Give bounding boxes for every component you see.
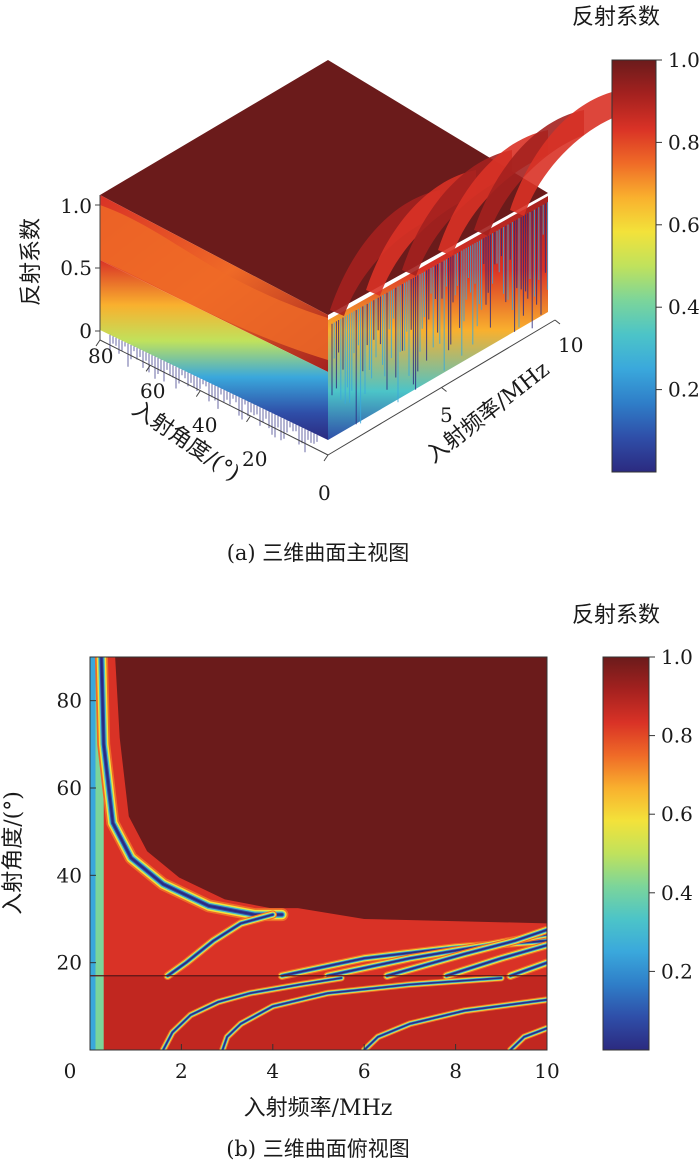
minimum-c2-band <box>222 977 502 1050</box>
x-tick-label: 10 <box>558 333 583 357</box>
colorbar-tick-label: 0.4 <box>668 295 700 319</box>
x-tick-label: 10 <box>534 1059 559 1083</box>
colorbar-tick-label: 0.8 <box>668 130 700 154</box>
lower-angle-zone <box>90 975 547 1050</box>
resonance-ridge <box>510 90 620 216</box>
colorbar-ticks: 1.0 0.8 0.6 0.4 0.2 <box>649 645 693 983</box>
low-frequency-strip-edge <box>90 657 96 1050</box>
y-tick-label: 40 <box>192 413 217 437</box>
x-tick-label: 4 <box>266 1059 279 1083</box>
heatmap-panel: 0 2 4 6 8 10 80 60 40 20 入射频率/MHz 入射角度/(°) (b) 三维… <box>1 656 560 1161</box>
minimum-b7-band <box>509 962 547 977</box>
y-tick-label: 60 <box>140 379 165 403</box>
x-tick-label: 2 <box>175 1059 188 1083</box>
y-tick-label: 20 <box>242 447 267 471</box>
colorbar-b: 反射系数 1.0 0.8 0.6 0.4 0.2 <box>572 603 693 1051</box>
y-tick-mark <box>323 454 329 462</box>
x-tick-mark <box>554 319 561 325</box>
colorbar-tick-label: 0.2 <box>661 959 693 983</box>
minimum-lower-band <box>167 913 274 977</box>
surface-3d-panel: 1.0 0.5 0 反射系数 80 60 40 20 0 入射角度/(°) 5 … <box>19 60 620 565</box>
minimum-c1-band <box>162 977 342 1050</box>
y-tick-mark <box>145 365 151 372</box>
y-tick-mark <box>195 390 201 397</box>
colorbar-a: 反射系数 1.0 0.8 0.6 0.4 0.2 <box>572 5 700 473</box>
z-tick-label: 0.5 <box>60 256 92 280</box>
x-tick-mark <box>441 387 447 392</box>
z-tick-label: 0 <box>79 319 92 343</box>
y-axis-line <box>99 339 329 456</box>
z-tick-label: 1.0 <box>60 194 92 218</box>
colorbar-tick-label: 0.8 <box>661 724 693 748</box>
colorbar-tick-label: 0.6 <box>661 802 693 826</box>
caption-a: (a) 三维曲面主视图 <box>227 541 410 565</box>
colorbar-gradient-bar <box>611 59 657 473</box>
minimum-c3-band <box>363 999 547 1050</box>
minimum-b6-band <box>445 944 547 977</box>
axis-ticks <box>95 204 561 462</box>
surface-ridge-curve <box>100 205 328 360</box>
colorbar-title: 反射系数 <box>572 5 660 30</box>
y-tick-label: 40 <box>57 863 82 887</box>
colorbar-tick-label: 0.2 <box>668 378 700 402</box>
minimum-main-band <box>100 657 283 916</box>
heatmap-ticks: 0 2 4 6 8 10 80 60 40 20 <box>57 689 560 1083</box>
minimum-c4-band <box>509 1027 547 1050</box>
colorbar-ticks: 1.0 0.8 0.6 0.4 0.2 <box>656 48 700 402</box>
surface-top <box>100 60 548 315</box>
y-tick-label: 60 <box>57 776 82 800</box>
x-tick-label: 5 <box>440 403 453 427</box>
x-tick-label: 0 <box>64 1059 77 1083</box>
z-axis-label: 反射系数 <box>19 218 44 306</box>
colorbar-tick-label: 0.4 <box>661 881 693 905</box>
y-tick-label: 80 <box>88 344 113 368</box>
y-axis-label: 入射角度/(°) <box>1 791 26 915</box>
caption-b: (b) 三维曲面俯视图 <box>226 1137 410 1161</box>
colorbar-title: 反射系数 <box>572 603 660 628</box>
heatmap-field <box>90 657 547 1050</box>
y-tick-mark <box>246 415 251 423</box>
colorbar-tick-label: 1.0 <box>661 645 693 669</box>
surface-resonance-ridges <box>330 90 620 316</box>
surface-side-angle <box>100 260 328 440</box>
y-tick-label: 20 <box>57 951 82 975</box>
heatmap-frame <box>89 656 548 1051</box>
x-tick-label: 6 <box>358 1059 371 1083</box>
colorbar-gradient-bar <box>602 656 650 1051</box>
colorbar-tick-label: 0.6 <box>668 213 700 237</box>
x-tick-label: 8 <box>449 1059 462 1083</box>
y-tick-mark <box>95 339 101 347</box>
x-axis-label: 入射频率/MHz <box>244 1096 393 1121</box>
minimum-b5-band <box>386 929 547 977</box>
y-axis-label: 入射角度/(°) <box>127 397 243 487</box>
colorbar-tick-label: 1.0 <box>668 48 700 72</box>
y-tick-label: 80 <box>57 689 82 713</box>
y-tick-label: 0 <box>318 481 331 505</box>
